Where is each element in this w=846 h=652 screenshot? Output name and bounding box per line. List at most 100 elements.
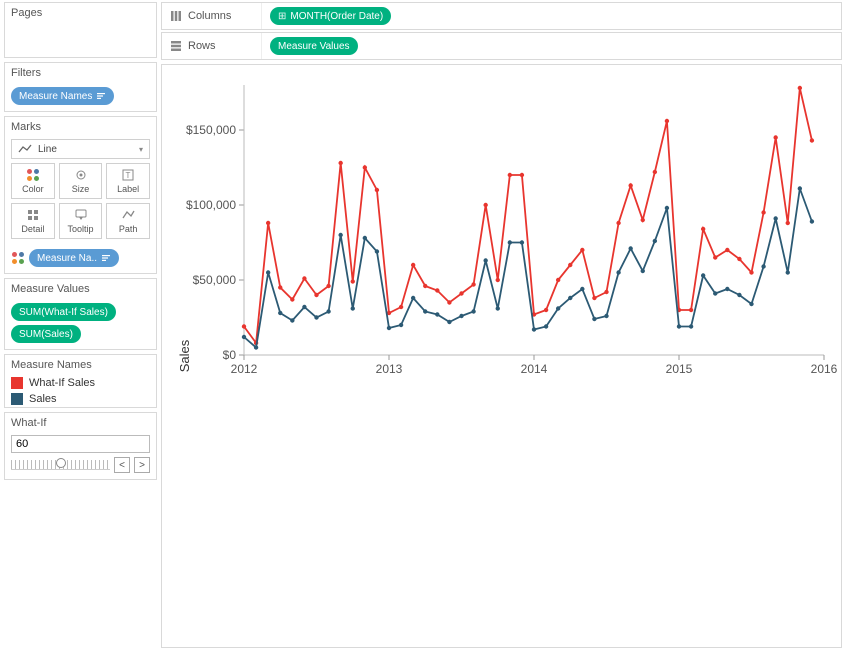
legend-swatch [11,393,23,405]
filters-panel: Filters Measure Names [4,62,157,112]
series-marker [616,270,620,274]
series-marker [411,296,415,300]
columns-shelf[interactable]: Columns ⊞ MONTH(Order Date) [161,2,842,30]
series-marker [761,210,765,214]
color-icon [26,168,40,182]
rows-shelf[interactable]: Rows Measure Values [161,32,842,60]
measure-values-title: Measure Values [5,279,156,299]
legend-item-1[interactable]: Sales [5,391,156,407]
legend-swatch [11,377,23,389]
series-marker [641,218,645,222]
series-marker [435,312,439,316]
series-marker [302,276,306,280]
filter-pill-measure-names[interactable]: Measure Names [11,87,114,105]
measure-names-legend-title: Measure Names [5,355,156,375]
marks-size-button[interactable]: Size [59,163,103,199]
y-tick-label: $50,000 [193,273,237,287]
series-marker [423,309,427,313]
whatif-title: What-If [5,413,156,433]
series-marker [278,285,282,289]
series-marker [314,315,318,319]
measure-value-pill-0[interactable]: SUM(What-If Sales) [11,303,116,321]
whatif-panel: What-If < > [4,412,157,480]
series-marker [701,227,705,231]
series-marker [290,297,294,301]
series-marker [798,86,802,90]
color-indicator-icon [11,251,25,265]
series-marker [810,138,814,142]
y-tick-label: $150,000 [186,123,236,137]
whatif-input[interactable] [11,435,150,453]
marks-detail-button[interactable]: Detail [11,203,55,239]
marks-path-button[interactable]: Path [106,203,150,239]
whatif-slider-thumb[interactable] [56,458,66,468]
series-marker [508,173,512,177]
y-tick-label: $100,000 [186,198,236,212]
line-chart: $0$50,000$100,000$150,000201220132014201… [162,65,842,397]
marks-label-label: Label [117,184,139,194]
series-marker [532,327,536,331]
filter-menu-icon [96,91,106,101]
series-marker [701,273,705,277]
series-marker [628,246,632,250]
series-marker [725,248,729,252]
dropdown-caret-icon: ▾ [139,145,143,154]
series-marker [423,284,427,288]
series-marker [737,257,741,261]
series-marker [496,306,500,310]
pages-panel: Pages [4,2,157,58]
sidebar: Pages Filters Measure Names Marks Line ▾ [0,0,161,652]
mark-type-label: Line [38,144,57,155]
series-marker [749,270,753,274]
series-marker [798,186,802,190]
series-marker [604,314,608,318]
whatif-slider[interactable] [11,460,110,470]
series-marker [302,305,306,309]
series-marker [254,345,258,349]
series-marker [326,284,330,288]
series-marker [399,305,403,309]
series-marker [508,240,512,244]
series-marker [556,278,560,282]
marks-tooltip-label: Tooltip [68,224,94,234]
rows-pill[interactable]: Measure Values [270,37,358,55]
marks-color-pill[interactable]: Measure Na.. [29,249,119,267]
series-marker [375,188,379,192]
series-marker [665,206,669,210]
svg-text:T: T [126,171,131,180]
mark-type-dropdown[interactable]: Line ▾ [11,139,150,159]
marks-color-button[interactable]: Color [11,163,55,199]
series-marker [483,258,487,262]
plus-icon: ⊞ [278,11,286,22]
columns-pill[interactable]: ⊞ MONTH(Order Date) [270,7,391,25]
series-marker [266,270,270,274]
whatif-next-button[interactable]: > [134,457,150,473]
series-marker [616,221,620,225]
series-marker [580,248,584,252]
series-marker [556,306,560,310]
series-marker [471,282,475,286]
columns-label: Columns [188,10,231,22]
marks-label-button[interactable]: T Label [106,163,150,199]
columns-icon [170,10,182,22]
whatif-prev-button[interactable]: < [114,457,130,473]
series-marker [641,269,645,273]
series-marker [447,320,451,324]
series-marker [689,308,693,312]
series-marker [496,278,500,282]
legend-label: What-If Sales [29,377,95,389]
x-tick-label: 2016 [811,362,838,376]
rows-pill-label: Measure Values [278,41,350,52]
series-marker [544,324,548,328]
series-marker [447,300,451,304]
series-line [244,189,812,348]
series-marker [773,216,777,220]
series-marker [314,293,318,297]
measure-value-pill-1[interactable]: SUM(Sales) [11,325,81,343]
marks-tooltip-button[interactable]: Tooltip [59,203,103,239]
marks-size-label: Size [72,184,90,194]
y-tick-label: $0 [223,348,237,362]
legend-item-0[interactable]: What-If Sales [5,375,156,391]
series-marker [435,288,439,292]
x-tick-label: 2014 [521,362,548,376]
